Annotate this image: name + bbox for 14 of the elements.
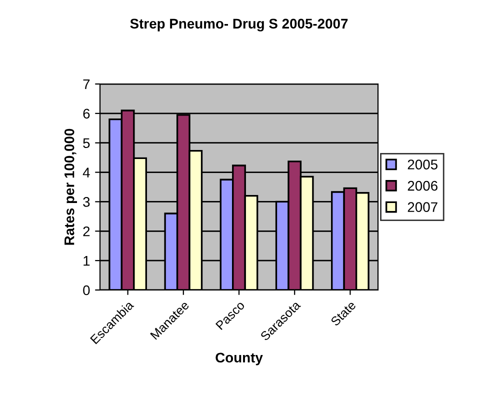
legend-label: 2007	[408, 202, 438, 212]
y-tick-label: 6	[83, 108, 90, 119]
y-tick-label: 5	[83, 138, 90, 148]
y-tick-label: 3	[83, 197, 90, 207]
legend-label: 2006	[408, 180, 438, 191]
y-tick-label: 0	[83, 285, 90, 296]
y-tick-label: 2	[83, 226, 90, 236]
x-axis-title: County	[216, 352, 263, 366]
y-tick-label: 7	[83, 79, 90, 90]
y-axis-title: Rates per 100,000	[64, 128, 77, 245]
y-tick-label: 1	[84, 256, 90, 266]
y-tick-label: 4	[82, 168, 90, 178]
legend-label: 2005	[408, 160, 438, 170]
chart-title: Strep Pneumo- Drug S 2005-2007	[130, 18, 348, 32]
